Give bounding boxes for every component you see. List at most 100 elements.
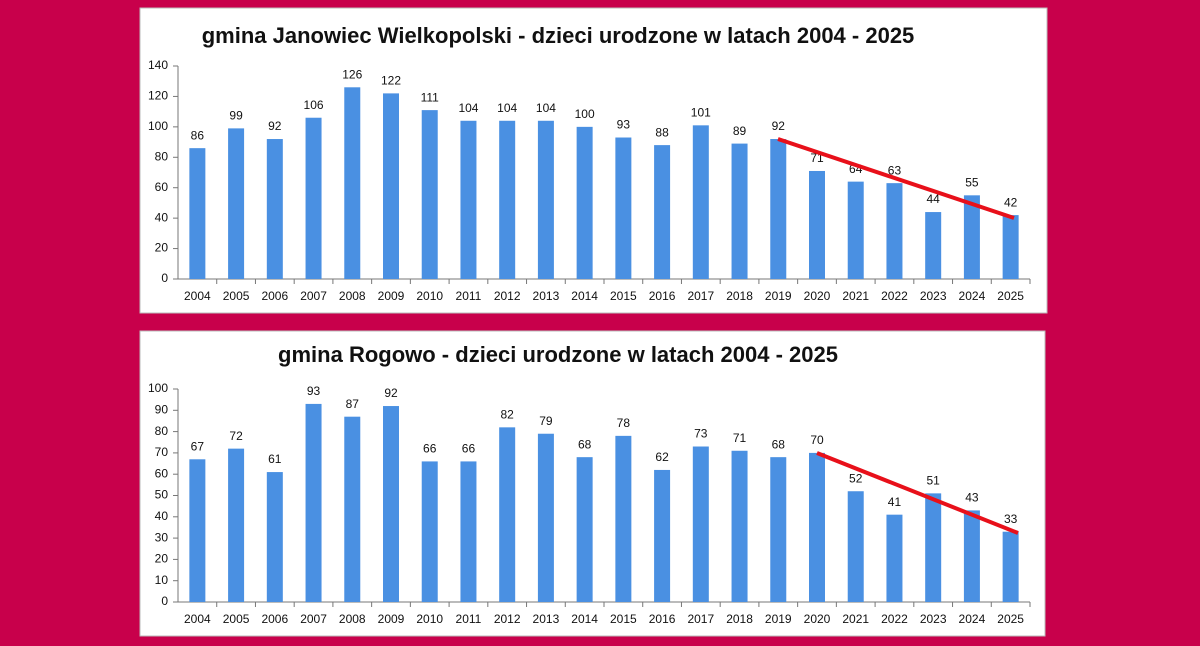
- bar: [305, 117, 322, 279]
- data-label: 86: [191, 128, 205, 142]
- y-tick-label: 40: [155, 210, 169, 224]
- x-tick-label: 2010: [416, 289, 443, 303]
- x-tick-label: 2005: [223, 289, 250, 303]
- bar: [615, 137, 632, 279]
- data-label: 42: [1004, 195, 1018, 209]
- bar: [1002, 215, 1019, 279]
- bar: [886, 183, 903, 279]
- x-tick-label: 2023: [920, 289, 947, 303]
- x-tick-label: 2009: [378, 289, 405, 303]
- y-tick-label: 0: [161, 271, 168, 285]
- x-tick-label: 2005: [223, 612, 250, 626]
- bar: [770, 139, 787, 279]
- chart-title: gmina Rogowo - dzieci urodzone w latach …: [278, 342, 838, 367]
- data-label: 93: [617, 118, 631, 132]
- x-tick-label: 2023: [920, 612, 947, 626]
- data-label: 70: [810, 433, 824, 447]
- bar: [460, 120, 477, 280]
- bar: [305, 403, 322, 602]
- y-tick-label: 10: [155, 573, 169, 587]
- data-label: 43: [965, 491, 979, 505]
- bar: [266, 139, 283, 279]
- data-label: 44: [927, 192, 941, 206]
- bar: [344, 87, 361, 279]
- bar: [576, 457, 593, 602]
- x-tick-label: 2006: [261, 612, 288, 626]
- data-label: 87: [346, 397, 360, 411]
- bar: [963, 510, 980, 602]
- x-tick-label: 2020: [804, 612, 831, 626]
- data-label: 79: [539, 414, 553, 428]
- bar: [692, 125, 709, 279]
- x-tick-label: 2018: [726, 612, 753, 626]
- y-tick-label: 0: [161, 594, 168, 608]
- y-tick-label: 40: [155, 509, 169, 523]
- data-label: 89: [733, 124, 747, 138]
- x-tick-label: 2021: [842, 612, 869, 626]
- chart-title: gmina Janowiec Wielkopolski - dzieci uro…: [202, 23, 915, 48]
- data-label: 66: [462, 442, 476, 456]
- x-tick-label: 2025: [997, 289, 1024, 303]
- x-tick-label: 2012: [494, 289, 521, 303]
- data-label: 66: [423, 442, 437, 456]
- bar: [189, 148, 206, 279]
- y-tick-label: 100: [148, 119, 168, 133]
- x-tick-label: 2024: [959, 289, 986, 303]
- data-label: 51: [927, 474, 941, 488]
- bar: [576, 126, 593, 279]
- x-tick-label: 2011: [456, 612, 482, 626]
- x-tick-label: 2013: [533, 612, 560, 626]
- data-label: 73: [694, 427, 708, 441]
- data-label: 55: [965, 175, 979, 189]
- data-label: 52: [849, 471, 863, 485]
- data-label: 41: [888, 495, 902, 509]
- data-label: 82: [501, 408, 515, 422]
- bar: [925, 493, 942, 602]
- x-tick-label: 2019: [765, 612, 792, 626]
- x-tick-label: 2016: [649, 612, 676, 626]
- data-label: 106: [304, 98, 324, 112]
- x-tick-label: 2004: [184, 612, 211, 626]
- data-label: 111: [421, 90, 440, 104]
- x-tick-label: 2013: [533, 289, 560, 303]
- bar: [692, 446, 709, 602]
- bar: [770, 457, 787, 602]
- data-label: 92: [772, 119, 786, 133]
- x-tick-label: 2019: [765, 289, 792, 303]
- bar: [460, 461, 477, 602]
- x-tick-label: 2021: [842, 289, 869, 303]
- bar: [228, 128, 245, 279]
- data-label: 63: [888, 163, 902, 177]
- bar: [421, 461, 438, 602]
- x-tick-label: 2007: [300, 612, 327, 626]
- data-label: 68: [772, 437, 786, 451]
- bar: [499, 427, 516, 602]
- x-tick-label: 2018: [726, 289, 753, 303]
- data-label: 33: [1004, 512, 1018, 526]
- y-tick-label: 20: [155, 552, 169, 566]
- y-tick-label: 30: [155, 530, 169, 544]
- bar: [925, 212, 942, 279]
- data-label: 126: [342, 67, 362, 81]
- y-tick-label: 120: [148, 89, 168, 103]
- x-tick-label: 2007: [300, 289, 327, 303]
- x-tick-label: 2017: [687, 612, 714, 626]
- data-label: 71: [733, 431, 747, 445]
- bar: [228, 448, 245, 602]
- data-label: 101: [691, 106, 711, 120]
- y-tick-label: 60: [155, 466, 169, 480]
- x-tick-label: 2004: [184, 289, 211, 303]
- data-label: 100: [575, 107, 595, 121]
- data-label: 78: [617, 416, 631, 430]
- y-tick-label: 20: [155, 241, 169, 255]
- data-label: 92: [384, 386, 398, 400]
- bar: [847, 181, 864, 279]
- x-tick-label: 2022: [881, 289, 908, 303]
- y-tick-label: 70: [155, 445, 169, 459]
- trend-line: [816, 451, 1019, 535]
- x-tick-label: 2012: [494, 612, 521, 626]
- data-label: 99: [229, 109, 243, 123]
- x-tick-label: 2009: [378, 612, 405, 626]
